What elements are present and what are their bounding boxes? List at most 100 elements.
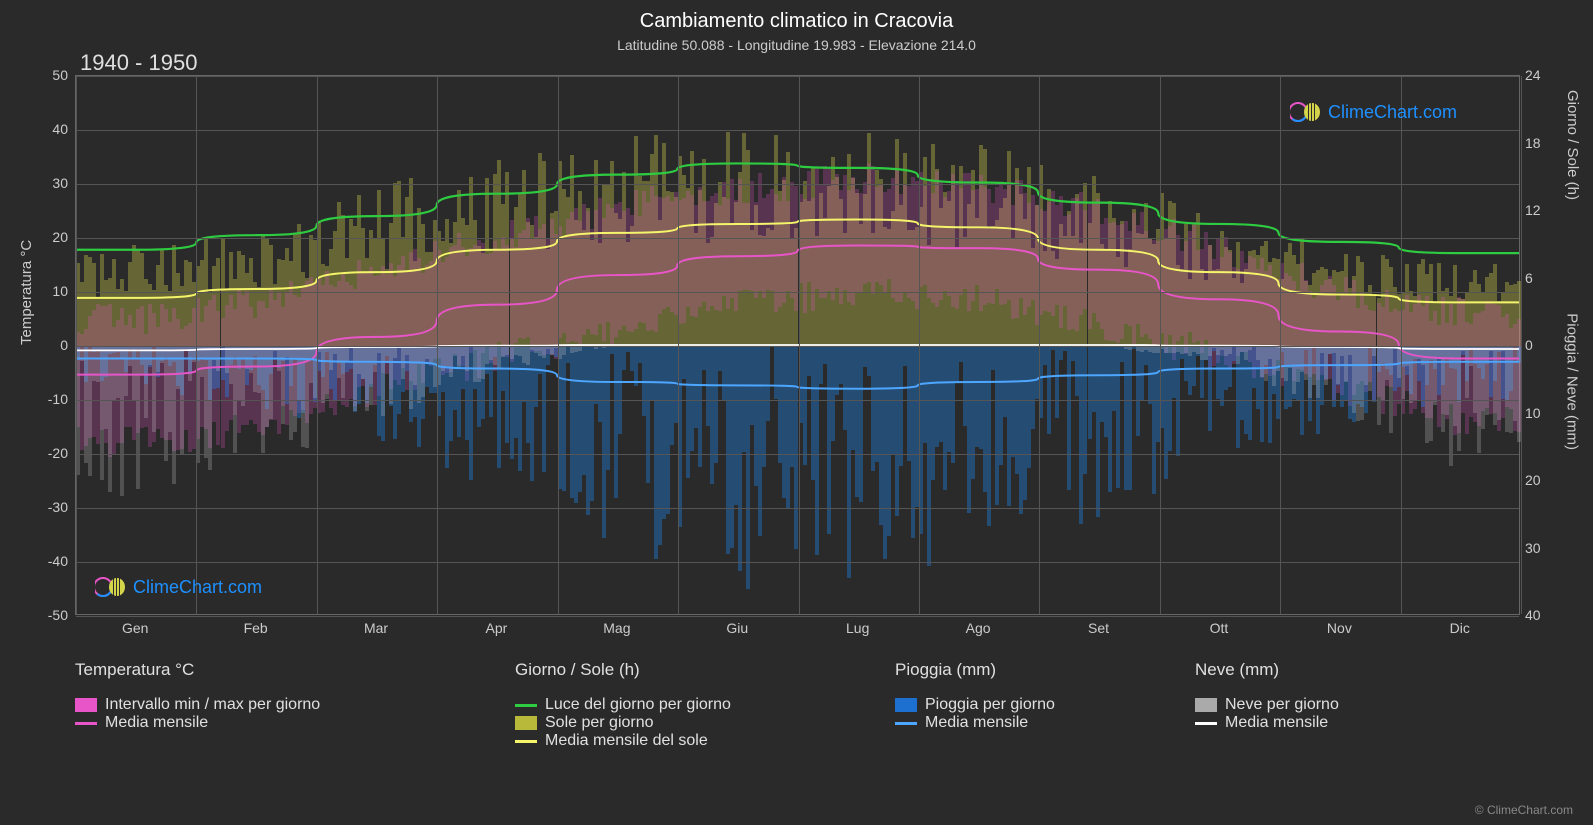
legend-swatch — [1195, 698, 1217, 712]
grid-line-v — [678, 76, 679, 614]
xtick: Ago — [966, 620, 991, 636]
grid-line-h — [76, 184, 1519, 185]
grid-line-h — [76, 508, 1519, 509]
logo-top: ClimeChart.com — [1290, 100, 1457, 124]
ytick-left: -40 — [28, 553, 68, 569]
legend-col-temp: Temperatura °C Intervallo min / max per … — [75, 660, 515, 750]
grid-line-h — [76, 76, 1519, 77]
legend: Temperatura °C Intervallo min / max per … — [75, 660, 1520, 750]
legend-line-icon — [515, 704, 537, 707]
grid-line-v — [437, 76, 438, 614]
grid-line-v — [196, 76, 197, 614]
xtick: Gen — [122, 620, 148, 636]
grid-line-h — [76, 346, 1519, 347]
xtick: Lug — [846, 620, 869, 636]
grid-line-v — [919, 76, 920, 614]
ytick-left: 40 — [28, 121, 68, 137]
legend-item: Intervallo min / max per giorno — [75, 696, 515, 714]
ytick-left: -50 — [28, 607, 68, 623]
legend-header: Neve (mm) — [1195, 660, 1495, 680]
grid-line-v — [1039, 76, 1040, 614]
grid-line-v — [1160, 76, 1161, 614]
legend-label: Sole per giorno — [545, 714, 654, 732]
legend-line-icon — [895, 722, 917, 725]
grid-line-h — [76, 616, 1519, 617]
ytick-left: 20 — [28, 229, 68, 245]
legend-col-sun: Giorno / Sole (h) Luce del giorno per gi… — [515, 660, 895, 750]
ytick-right: 40 — [1525, 607, 1565, 623]
y-axis-right-bot-label: Pioggia / Neve (mm) — [1564, 313, 1581, 450]
logo-text: ClimeChart.com — [133, 577, 262, 598]
legend-item: Media mensile — [895, 714, 1195, 732]
series-line — [76, 219, 1519, 302]
ytick-right: 12 — [1525, 202, 1565, 218]
logo-icon — [95, 575, 127, 599]
ytick-left: 10 — [28, 283, 68, 299]
legend-col-rain: Pioggia (mm) Pioggia per giornoMedia men… — [895, 660, 1195, 750]
logo-text: ClimeChart.com — [1328, 102, 1457, 123]
ytick-left: 0 — [28, 337, 68, 353]
legend-swatch — [515, 716, 537, 730]
grid-line-v — [1280, 76, 1281, 614]
legend-header: Pioggia (mm) — [895, 660, 1195, 680]
legend-label: Luce del giorno per giorno — [545, 696, 731, 714]
grid-line-h — [76, 238, 1519, 239]
grid-line-h — [76, 130, 1519, 131]
xtick: Apr — [486, 620, 508, 636]
period-label: 1940 - 1950 — [80, 50, 197, 76]
ytick-right: 24 — [1525, 67, 1565, 83]
ytick-left: 50 — [28, 67, 68, 83]
legend-label: Neve per giorno — [1225, 696, 1339, 714]
xtick: Nov — [1327, 620, 1352, 636]
grid-line-h — [76, 562, 1519, 563]
grid-line-v — [1401, 76, 1402, 614]
logo-icon — [1290, 100, 1322, 124]
xtick: Giu — [726, 620, 748, 636]
series-line — [76, 245, 1519, 374]
legend-header: Temperatura °C — [75, 660, 515, 680]
xtick: Set — [1088, 620, 1109, 636]
y-axis-right-top-label: Giorno / Sole (h) — [1564, 90, 1581, 200]
ytick-left: -20 — [28, 445, 68, 461]
ytick-right: 0 — [1525, 337, 1565, 353]
grid-line-v — [558, 76, 559, 614]
plot-svg — [76, 76, 1519, 614]
legend-swatch — [895, 698, 917, 712]
legend-label: Media mensile — [1225, 714, 1328, 732]
ytick-right: 18 — [1525, 135, 1565, 151]
ytick-right: 30 — [1525, 540, 1565, 556]
legend-item: Luce del giorno per giorno — [515, 696, 895, 714]
legend-item: Media mensile — [75, 714, 515, 732]
legend-item: Sole per giorno — [515, 714, 895, 732]
legend-item: Neve per giorno — [1195, 696, 1495, 714]
xtick: Mag — [603, 620, 630, 636]
legend-label: Media mensile — [105, 714, 208, 732]
xtick: Ott — [1210, 620, 1229, 636]
grid-line-v — [1521, 76, 1522, 614]
legend-label: Intervallo min / max per giorno — [105, 696, 320, 714]
ytick-right: 6 — [1525, 270, 1565, 286]
chart-plot-area — [75, 75, 1520, 615]
legend-item: Pioggia per giorno — [895, 696, 1195, 714]
ytick-left: -30 — [28, 499, 68, 515]
grid-line-h — [76, 454, 1519, 455]
legend-label: Pioggia per giorno — [925, 696, 1055, 714]
legend-swatch — [75, 698, 97, 712]
grid-line-h — [76, 292, 1519, 293]
legend-label: Media mensile — [925, 714, 1028, 732]
copyright: © ClimeChart.com — [1475, 803, 1573, 817]
chart-title: Cambiamento climatico in Cracovia — [0, 0, 1593, 33]
series-line — [76, 163, 1519, 253]
logo-bottom: ClimeChart.com — [95, 575, 262, 599]
ytick-right: 10 — [1525, 405, 1565, 421]
legend-item: Media mensile — [1195, 714, 1495, 732]
legend-header: Giorno / Sole (h) — [515, 660, 895, 680]
ytick-left: 30 — [28, 175, 68, 191]
ytick-right: 20 — [1525, 472, 1565, 488]
series-line — [76, 358, 1519, 388]
legend-line-icon — [515, 740, 537, 743]
grid-line-v — [799, 76, 800, 614]
xtick: Dic — [1450, 620, 1470, 636]
chart-subtitle: Latitudine 50.088 - Longitudine 19.983 -… — [0, 33, 1593, 53]
legend-line-icon — [75, 722, 97, 725]
